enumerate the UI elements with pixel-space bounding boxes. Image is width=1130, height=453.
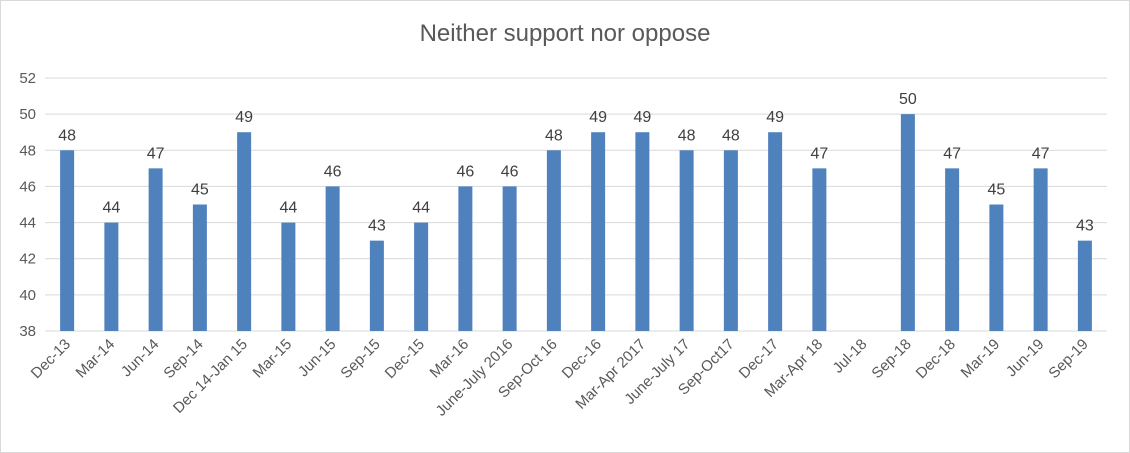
y-tick-label: 48 <box>19 142 36 159</box>
bar <box>1033 168 1048 331</box>
data-label: 47 <box>147 145 165 162</box>
y-tick-label: 52 <box>19 70 36 87</box>
data-label: 44 <box>102 200 120 217</box>
y-tick-label: 38 <box>19 323 36 340</box>
x-tick-label: Sep-18 <box>868 336 914 382</box>
data-label: 48 <box>722 127 740 144</box>
bar <box>148 168 163 331</box>
x-tick-label: Jun-14 <box>118 336 162 380</box>
bar <box>281 222 296 331</box>
y-axis-ticks: 38 40 42 44 46 48 50 52 <box>19 70 36 340</box>
data-label: 43 <box>368 218 386 235</box>
bar <box>502 186 517 331</box>
data-label: 48 <box>545 127 563 144</box>
x-tick-label: Dec-15 <box>382 336 428 382</box>
bar <box>458 186 473 331</box>
data-label: 50 <box>899 91 917 108</box>
x-tick-label: June-July 2016 <box>432 336 516 420</box>
x-tick-label: Jun-19 <box>1003 336 1047 380</box>
data-label: 45 <box>191 182 209 199</box>
x-tick-label: Jun-15 <box>295 336 339 380</box>
data-label: 49 <box>589 109 607 126</box>
bar <box>104 222 119 331</box>
bar <box>325 186 340 331</box>
data-label: 43 <box>1076 218 1094 235</box>
data-label: 47 <box>943 145 961 162</box>
data-label: 45 <box>987 182 1005 199</box>
data-label: 49 <box>235 109 253 126</box>
bar <box>591 132 606 331</box>
bar <box>546 150 561 331</box>
bars <box>60 114 1092 332</box>
chart-title: Neither support nor oppose <box>419 20 711 47</box>
bar <box>989 204 1004 331</box>
data-label: 46 <box>501 163 519 180</box>
x-tick-label: Dec-18 <box>913 336 959 382</box>
bar <box>635 132 650 331</box>
y-tick-label: 50 <box>19 106 36 123</box>
bar <box>1077 240 1092 331</box>
bar <box>768 132 783 331</box>
y-tick-label: 42 <box>19 251 36 268</box>
bar <box>679 150 694 331</box>
y-tick-label: 44 <box>19 215 36 232</box>
data-label: 48 <box>678 127 696 144</box>
x-tick-label: Mar-19 <box>958 336 1004 382</box>
x-tick-label: Dec-13 <box>28 336 74 382</box>
bar <box>945 168 960 331</box>
x-tick-label: Jul-18 <box>830 336 871 377</box>
y-tick-label: 40 <box>19 287 36 304</box>
gridlines <box>45 77 1107 332</box>
bar <box>237 132 252 331</box>
bar <box>192 204 207 331</box>
bar <box>414 222 429 331</box>
bar <box>900 114 915 332</box>
x-tick-label: Sep-15 <box>337 336 383 382</box>
data-label: 46 <box>324 163 342 180</box>
y-tick-label: 46 <box>19 178 36 195</box>
x-tick-label: Sep-19 <box>1045 336 1091 382</box>
data-label: 48 <box>58 127 76 144</box>
data-label: 47 <box>1032 145 1050 162</box>
data-label: 49 <box>633 109 651 126</box>
data-labels: 48 44 47 45 49 44 46 43 44 46 46 48 49 49 48 48 49 47 50 47… <box>58 91 1094 235</box>
x-tick-label: Mar-15 <box>250 336 296 382</box>
data-label: 49 <box>766 109 784 126</box>
x-tick-label: Mar-14 <box>73 336 119 382</box>
data-label: 46 <box>456 163 474 180</box>
bar <box>812 168 827 331</box>
data-label: 47 <box>810 145 828 162</box>
bar <box>723 150 738 331</box>
bar <box>60 150 75 331</box>
data-label: 44 <box>412 200 430 217</box>
data-label: 44 <box>279 200 297 217</box>
bar <box>369 240 384 331</box>
